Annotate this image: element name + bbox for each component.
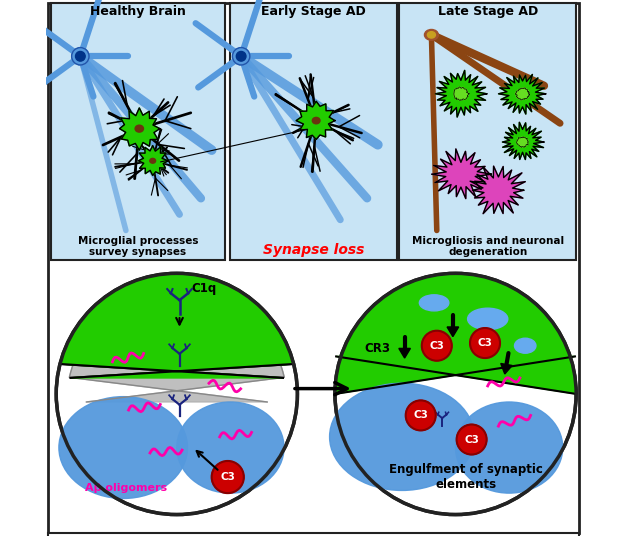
Polygon shape (515, 88, 530, 100)
Polygon shape (139, 146, 168, 175)
Text: C3: C3 (429, 341, 444, 351)
Text: Microglial processes
survey synapses: Microglial processes survey synapses (78, 236, 198, 257)
FancyBboxPatch shape (230, 3, 397, 260)
Ellipse shape (150, 159, 155, 163)
Ellipse shape (515, 338, 536, 353)
Circle shape (335, 273, 576, 515)
FancyBboxPatch shape (399, 3, 576, 260)
Polygon shape (431, 149, 491, 199)
Polygon shape (447, 327, 458, 337)
Polygon shape (60, 273, 293, 378)
Text: Late Stage AD: Late Stage AD (438, 5, 538, 18)
Polygon shape (501, 363, 512, 374)
FancyBboxPatch shape (48, 3, 579, 533)
Circle shape (75, 51, 85, 61)
Text: Microgliosis and neuronal
degeneration: Microgliosis and neuronal degeneration (412, 236, 564, 257)
Polygon shape (296, 101, 335, 139)
Text: Synapse loss: Synapse loss (263, 243, 364, 257)
Text: Early Stage AD: Early Stage AD (261, 5, 366, 18)
Polygon shape (70, 287, 284, 402)
Circle shape (470, 328, 500, 358)
FancyBboxPatch shape (48, 533, 579, 536)
Polygon shape (454, 87, 469, 101)
Circle shape (233, 48, 250, 65)
Polygon shape (399, 348, 411, 358)
Text: C3: C3 (464, 435, 479, 444)
Circle shape (236, 51, 246, 61)
Ellipse shape (468, 308, 508, 330)
Circle shape (456, 425, 487, 455)
Circle shape (71, 48, 89, 65)
Text: CR3: CR3 (365, 342, 391, 355)
Ellipse shape (330, 383, 474, 490)
Ellipse shape (428, 32, 435, 38)
Text: C3: C3 (478, 338, 492, 348)
Text: Aβ oligomers: Aβ oligomers (85, 483, 167, 493)
Ellipse shape (424, 29, 438, 40)
Polygon shape (502, 122, 544, 160)
Ellipse shape (312, 117, 320, 124)
Text: Engulfment of synaptic
elements: Engulfment of synaptic elements (389, 463, 543, 491)
Ellipse shape (135, 125, 144, 132)
Polygon shape (120, 108, 160, 150)
Circle shape (212, 461, 244, 493)
Text: C3: C3 (413, 411, 428, 420)
Polygon shape (335, 273, 576, 394)
Polygon shape (517, 137, 529, 147)
Text: Healthy Brain: Healthy Brain (90, 5, 186, 18)
Polygon shape (436, 70, 487, 117)
FancyBboxPatch shape (51, 3, 225, 260)
Polygon shape (470, 166, 525, 214)
Circle shape (56, 273, 297, 515)
Circle shape (422, 331, 452, 361)
Text: C3: C3 (220, 472, 235, 482)
Ellipse shape (419, 295, 449, 311)
Polygon shape (498, 75, 545, 114)
Ellipse shape (177, 402, 284, 493)
Ellipse shape (59, 397, 187, 498)
Ellipse shape (456, 402, 563, 493)
Text: C1q: C1q (191, 282, 216, 295)
Polygon shape (60, 273, 293, 378)
Circle shape (406, 400, 436, 430)
